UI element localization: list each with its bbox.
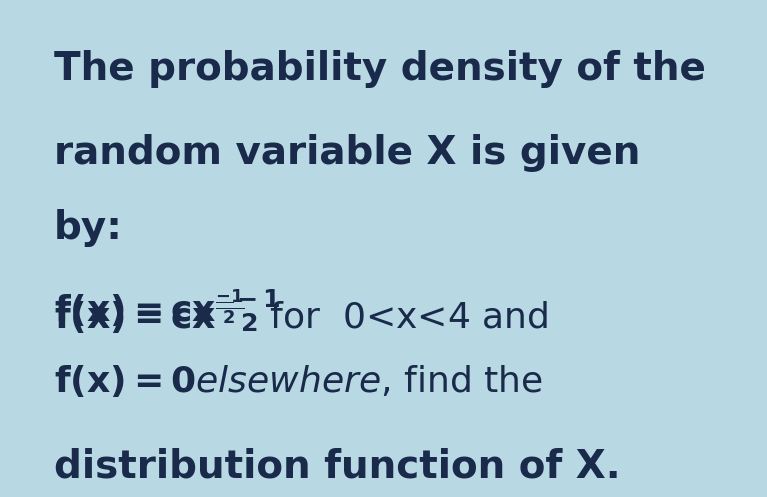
Text: The probability density of the: The probability density of the (54, 50, 706, 87)
Text: $\mathbf{f(x) = cx^{\frac{-1}{2}}}$  for  0<x<4 and: $\mathbf{f(x) = cx^{\frac{-1}{2}}}$ for … (54, 288, 548, 335)
Text: distribution function of X.: distribution function of X. (54, 447, 621, 485)
Text: by:: by: (54, 209, 123, 247)
Text: random variable X is given: random variable X is given (54, 134, 640, 172)
Text: $\mathbf{f(x) = 0}$$\mathbf{\it{elsewhere}}$, find the: $\mathbf{f(x) = 0}$$\mathbf{\it{elsewher… (54, 363, 542, 399)
Text: $\mathbf{f(x) = cx^{\overline{\ \ }-1}_{\ \ \ 2}}$: $\mathbf{f(x) = cx^{\overline{\ \ }-1}_{… (54, 288, 281, 334)
